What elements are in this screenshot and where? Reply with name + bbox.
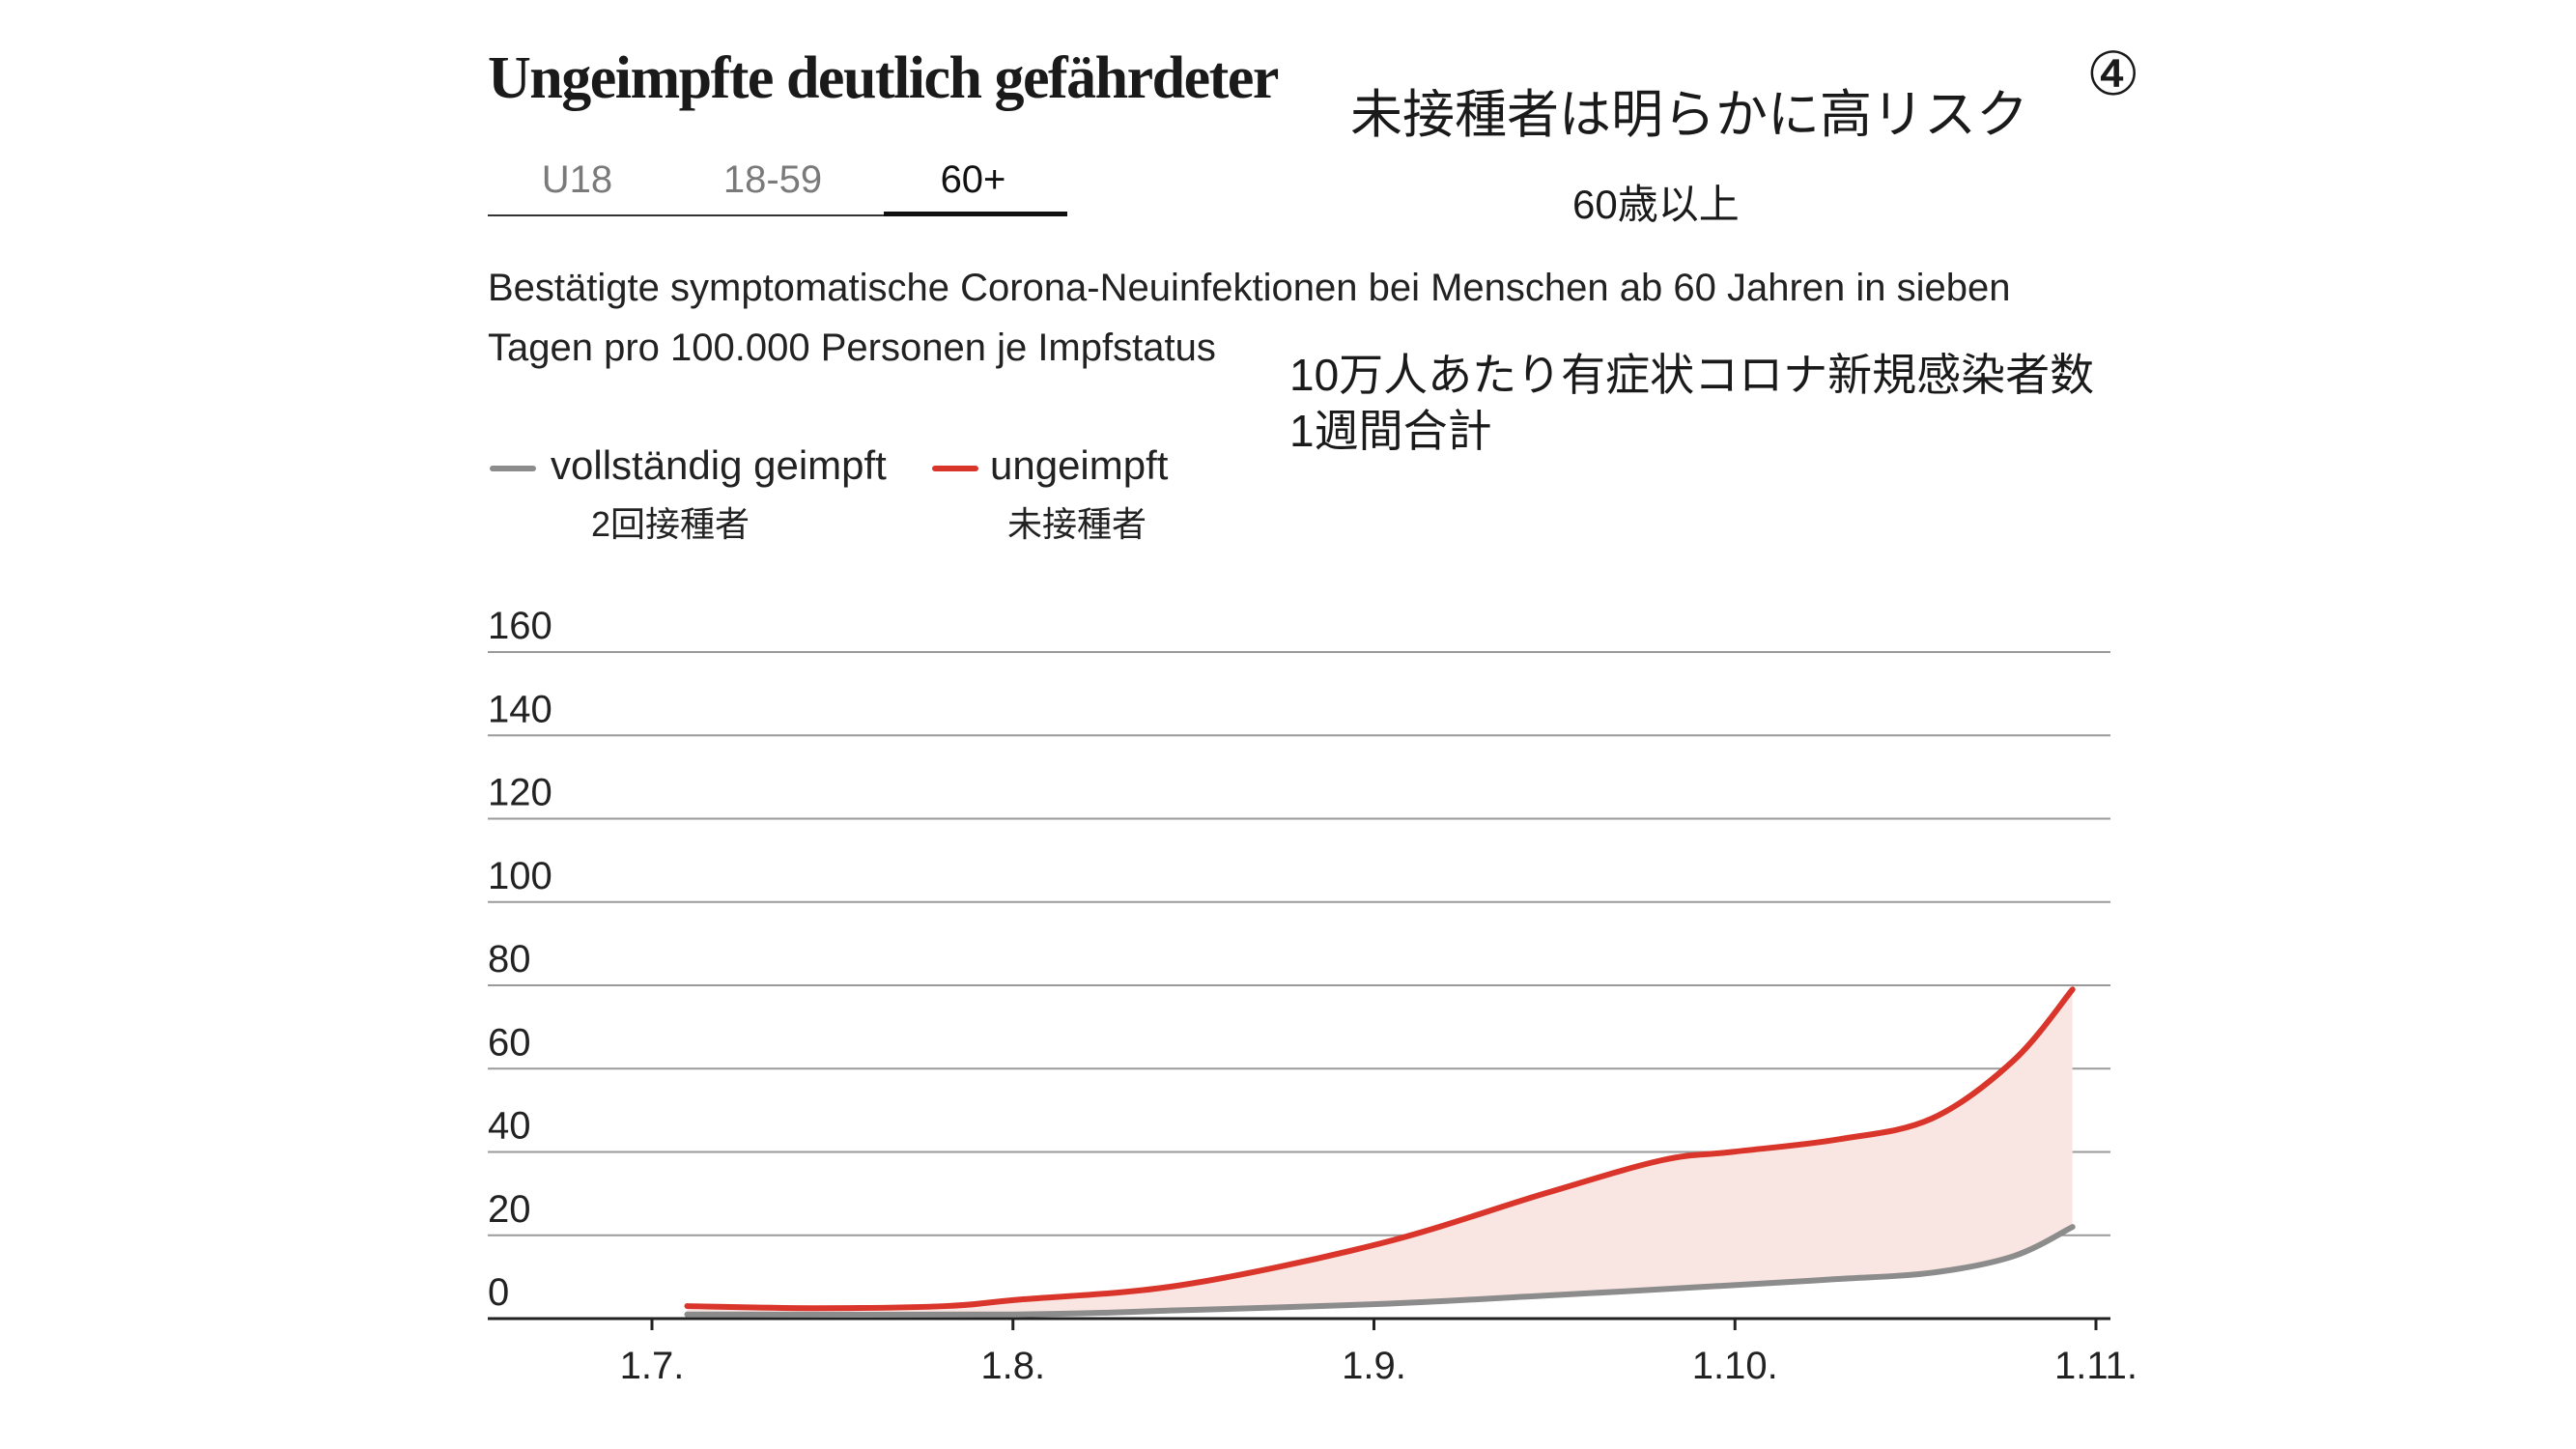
chart-subtitle-line1: Bestätigte symptomatische Corona-Neuinfe… xyxy=(488,267,2011,309)
legend-label-unvaccinated: ungeimpft xyxy=(990,442,1169,488)
x-tick-label: 1.10. xyxy=(1692,1345,1778,1387)
legend-label-unvaccinated-ja: 未接種者 xyxy=(1007,504,1147,544)
y-tick-label: 140 xyxy=(488,688,552,730)
slide-number-badge: ④ xyxy=(2086,42,2140,108)
y-tick-label: 0 xyxy=(488,1271,509,1314)
tab-60-plus[interactable]: 60+ xyxy=(940,158,1006,201)
y-tick-label: 100 xyxy=(488,855,552,897)
legend-label-vaccinated-ja: 2回接種者 xyxy=(591,504,750,544)
legend-swatch-vaccinated xyxy=(490,466,536,471)
tab-baseline xyxy=(488,214,1067,216)
x-tick-label: 1.8. xyxy=(980,1345,1045,1387)
tab-18-59[interactable]: 18-59 xyxy=(722,158,823,201)
y-tick-label: 60 xyxy=(488,1021,531,1064)
y-tick-label: 80 xyxy=(488,938,531,980)
chart-title: Ungeimpfte deutlich gefährdeter xyxy=(488,45,1279,111)
y-tick-label: 20 xyxy=(488,1188,531,1231)
y-tick-label: 160 xyxy=(488,605,552,647)
legend-label-vaccinated: vollständig geimpft xyxy=(551,442,887,488)
series-line-ungeimpft xyxy=(684,986,2076,1312)
chart-subtitle-ja-line1: 10万人あたり有症状コロナ新規感染者数 xyxy=(1289,350,2095,400)
chart-subtitle-line2: Tagen pro 100.000 Personen je Impfstatus xyxy=(488,327,1216,369)
age-note-ja: 60歳以上 xyxy=(1572,182,1740,227)
x-tick-label: 1.7. xyxy=(620,1345,685,1387)
x-tick-label: 1.9. xyxy=(1342,1345,1406,1387)
tab-u18[interactable]: U18 xyxy=(541,158,613,201)
age-group-tabs: U18 18-59 60+ xyxy=(488,145,1067,218)
tab-active-indicator xyxy=(884,212,1067,216)
chart-subtitle-ja-line2: 1週間合計 xyxy=(1289,406,1492,456)
x-tick-label: 1.11. xyxy=(2054,1345,2137,1387)
area-gap-fill xyxy=(687,989,2073,1316)
y-tick-label: 120 xyxy=(488,772,552,814)
legend-swatch-unvaccinated xyxy=(932,466,978,471)
chart-title-ja: 未接種者は明らかに高リスク xyxy=(1350,86,2028,144)
series-line-vollst-ndig-geimpft xyxy=(684,1224,2076,1319)
y-tick-label: 40 xyxy=(488,1105,531,1148)
